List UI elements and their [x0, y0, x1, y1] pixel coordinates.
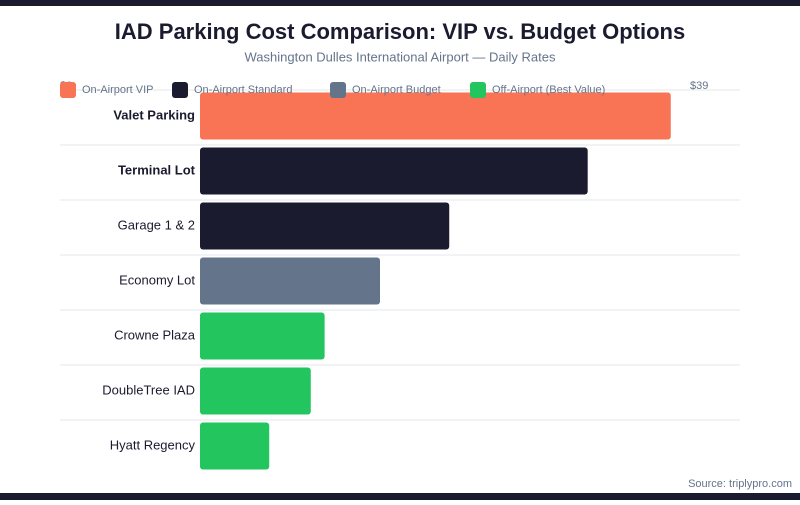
y-tick-label: Terminal Lot: [118, 162, 196, 177]
legend-swatch: [60, 82, 76, 98]
y-tick-label: Hyatt Regency: [110, 437, 196, 452]
bar: [200, 92, 671, 140]
y-tick-label: Valet Parking: [113, 107, 195, 122]
bar: [200, 367, 311, 415]
legend-label: On-Airport VIP: [82, 84, 154, 96]
bar: [200, 257, 380, 305]
bar: [200, 202, 450, 250]
x-tick-label: $39: [690, 80, 708, 92]
top-border: [0, 0, 800, 6]
legend-label: On-Airport Budget: [352, 84, 441, 96]
bar: [200, 312, 325, 360]
y-tick-label: Garage 1 & 2: [118, 217, 195, 232]
y-tick-label: DoubleTree IAD: [102, 382, 195, 397]
y-tick-label: Economy Lot: [119, 272, 195, 287]
legend-swatch: [470, 82, 486, 98]
bar: [200, 422, 270, 470]
y-tick-label: Crowne Plaza: [114, 327, 196, 342]
legend-label: On-Airport Standard: [194, 84, 292, 96]
legend-swatch: [172, 82, 188, 98]
bar: [200, 147, 588, 195]
chart-title: IAD Parking Cost Comparison: VIP vs. Bud…: [115, 19, 685, 44]
legend-label: Off-Airport (Best Value): [492, 84, 605, 96]
chart-subtitle: Washington Dulles International Airport …: [245, 49, 556, 64]
source: Source: triplypro.com: [688, 478, 792, 490]
bottom-border: [0, 493, 800, 500]
legend-swatch: [330, 82, 346, 98]
